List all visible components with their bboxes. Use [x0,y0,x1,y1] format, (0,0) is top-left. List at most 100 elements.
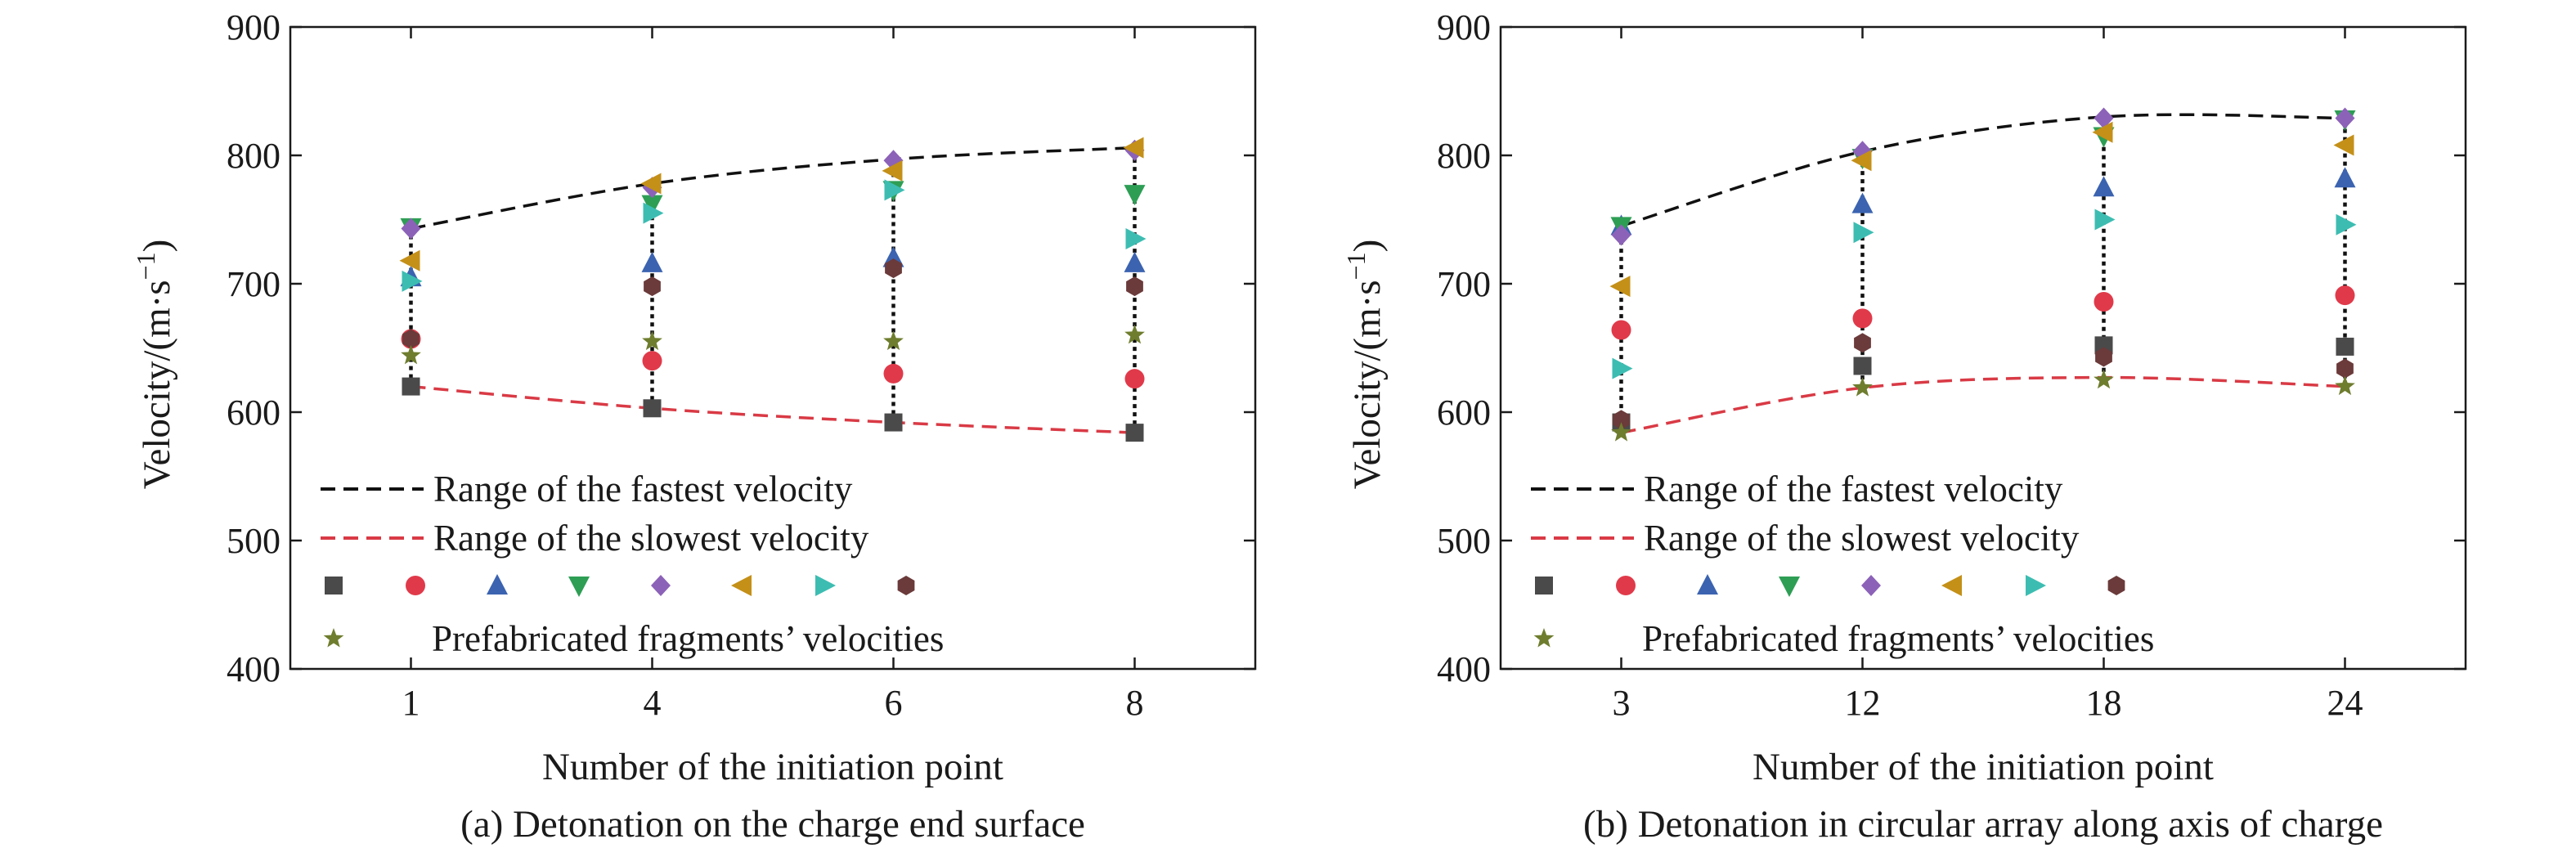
legend: Range of the fastest velocity Range of th… [321,469,944,659]
panel-a: 400 500 600 700 800 900 1 4 6 8 Number of the init… [131,7,1257,846]
data-point-star [1852,377,1873,397]
slowest-velocity-curve [411,384,1135,434]
data-point-hexagon [885,258,902,279]
data-point-tri-down [641,195,663,216]
data-point-tri-up [2093,176,2115,197]
x-tick-label: 1 [402,683,420,723]
y-axis-label-close: ) [1346,240,1389,253]
data-point-hexagon [644,276,661,297]
x-axis-label: Number of the initiation point [542,746,1003,788]
x-tick-label: 3 [1613,683,1631,723]
data-point-circle [1852,308,1873,329]
data-point-circle [2094,291,2114,312]
y-axis-label-close: ) [136,240,178,253]
data-point-star [2094,369,2114,389]
data-point-hexagon [1613,410,1630,430]
data-point-tri-left [1123,137,1144,159]
legend-marker-star [323,628,344,648]
data-point-tri-left [1609,276,1631,298]
legend-marker-tri-up [1697,574,1718,595]
y-axis: 400 500 600 700 800 900 [1437,7,2466,689]
data-point-diamond [2094,107,2114,129]
data-point-tri-left [640,173,662,195]
legend-marker-circle [1616,576,1636,595]
x-axis: 3 12 18 24 [1613,27,2363,723]
legend-marker-tri-down [568,577,590,597]
y-tick-label: 900 [227,7,280,47]
panel-caption: (b) Detonation in circular array along a… [1583,803,2383,846]
data-point-tri-down [1124,185,1146,206]
data-point-circle [883,363,904,384]
legend-marker-tri-down [1779,577,1800,597]
data-point-circle [642,351,662,371]
legend-marker-hexagon [897,576,915,595]
data-point-hexagon [1854,333,1871,353]
plot-frame [1499,25,2467,671]
data-point-tri-up [641,251,663,272]
data-point-diamond [2335,107,2355,129]
data-point-square [1125,424,1144,442]
legend-marker-square [1535,577,1553,595]
fastest-velocity-curve [1620,113,2345,228]
data-point-star [1124,324,1145,344]
data-point-tri-up [1851,192,1874,213]
data-point-circle [2335,285,2355,306]
x-tick-label: 18 [2086,683,2122,723]
y-axis: 400 500 600 700 800 900 [227,7,1255,689]
fastest-velocity-curve [411,146,1135,231]
y-tick-label: 900 [1437,7,1491,47]
data-point-tri-right [884,179,905,201]
y-tick-label: 600 [1437,393,1491,433]
data-point-star [2335,375,2355,396]
data-points [399,137,1147,442]
x-axis: 1 4 6 8 [402,27,1144,723]
legend-slowest-label: Range of the slowest velocity [433,518,869,559]
data-point-diamond [1611,224,1631,246]
data-point-circle [1124,369,1145,389]
y-tick-label: 600 [227,393,280,433]
data-point-circle [1611,320,1631,340]
data-point-tri-left [399,249,420,271]
legend-marker-diamond [1861,575,1881,596]
data-point-diamond [401,218,421,240]
data-point-star [401,344,421,365]
data-point-square [2336,337,2354,356]
data-point-tri-right [2336,213,2357,236]
slowest-velocity-curve [1621,375,2345,434]
data-point-tri-right [1853,222,1874,244]
x-tick-label: 4 [644,683,662,723]
y-tick-label: 700 [1437,264,1491,304]
legend-marker-tri-right [2026,575,2046,596]
legend-slowest-label: Range of the slowest velocity [1644,518,2080,559]
legend-fragments-label: Prefabricated fragments’ velocities [1642,618,2154,659]
legend-marker-tri-left [1941,575,1962,596]
panel-b: 400 500 600 700 800 900 3 12 18 24 Number of the i… [1341,7,2467,846]
legend-marker-tri-right [815,575,836,596]
legend-fragments-label: Prefabricated fragments’ velocities [432,618,944,659]
data-point-hexagon [1126,276,1143,297]
legend-fastest-label: Range of the fastest velocity [433,469,853,509]
data-point-tri-right [2094,209,2116,231]
legend-marker-square [325,577,343,595]
data-points [1609,107,2357,442]
x-tick-label: 6 [885,683,903,723]
legend-marker-circle [406,576,425,595]
legend-marker-diamond [651,575,671,596]
legend-fastest-label: Range of the fastest velocity [1644,469,2063,509]
data-point-tri-left [882,159,903,182]
legend: Range of the fastest velocity Range of th… [1531,469,2154,659]
y-tick-label: 500 [1437,521,1491,561]
data-point-hexagon [2336,358,2354,379]
range-stems [409,147,1137,433]
data-point-square [1853,357,1872,375]
data-point-tri-up [1124,251,1146,272]
data-point-star [883,330,904,351]
x-tick-label: 24 [2327,683,2363,723]
data-point-tri-left [2333,134,2354,156]
data-point-tri-right [402,270,423,292]
y-tick-label: 400 [1437,649,1491,689]
data-point-star [642,330,662,351]
y-tick-label: 700 [227,264,280,304]
y-axis-label-main: Velocity/(m·s [136,280,178,489]
